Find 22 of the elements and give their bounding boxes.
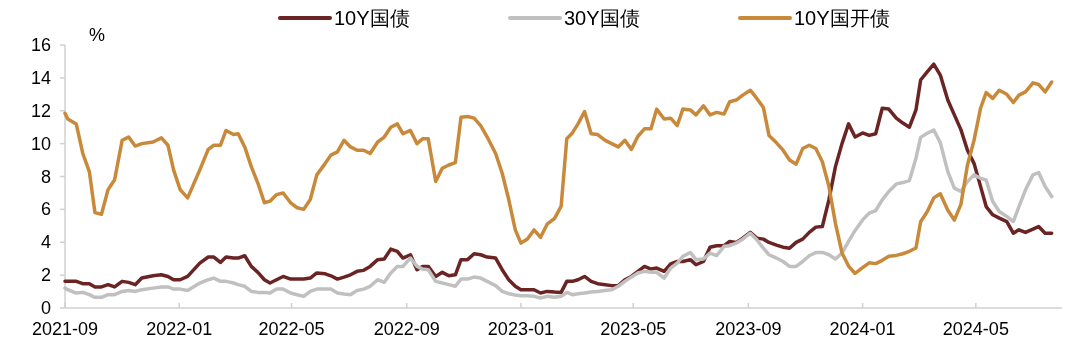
x-tick-label: 2023-05 [600, 319, 667, 339]
x-tick-label: 2021-09 [31, 319, 99, 339]
legend-label: 10Y国开债 [794, 7, 890, 29]
x-tick-label: 2024-01 [829, 319, 896, 339]
y-tick-label: 16 [30, 35, 51, 55]
y-tick-label: 2 [40, 265, 51, 286]
y-tick-label: 8 [40, 166, 51, 187]
x-tick-label: 2022-01 [146, 319, 213, 339]
x-tick-label: 2022-05 [258, 319, 325, 339]
y-tick-label: 6 [40, 199, 51, 220]
x-tick-label: 2023-01 [487, 319, 554, 339]
legend-label: 10Y国债 [334, 7, 410, 29]
y-tick-label: 14 [30, 67, 51, 88]
x-tick-label: 2024-05 [942, 319, 1009, 339]
x-tick-label: 2022-09 [373, 319, 440, 339]
x-tick-label: 2023-09 [715, 319, 782, 339]
y-tick-label: 10 [30, 133, 51, 154]
legend-label: 30Y国债 [564, 7, 640, 29]
y-tick-label: 12 [30, 100, 51, 121]
y-axis-title: % [88, 25, 106, 45]
y-tick-label: 0 [40, 298, 51, 318]
y-tick-label: 4 [40, 232, 51, 253]
